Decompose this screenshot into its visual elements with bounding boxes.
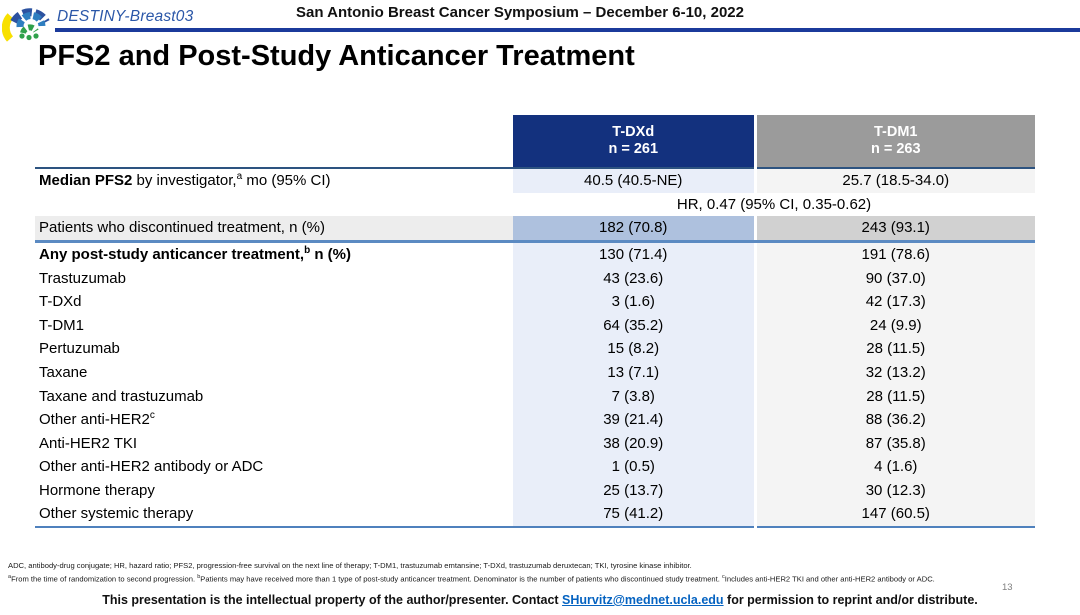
footer-statement: This presentation is the intellectual pr…: [102, 593, 978, 607]
table-row-taxane-trastuzumab: Taxane and trastuzumab 7 (3.8) 28 (11.5): [35, 384, 1035, 408]
header-tdxd-name: T-DXd: [612, 124, 655, 141]
header-tdm1: T-DM1 n = 263: [753, 115, 1035, 169]
header-empty-cell: [35, 115, 513, 169]
footnotes: ADC, antibody-drug conjugate; HR, hazard…: [8, 561, 1074, 585]
header-tdxd-n: n = 261: [608, 141, 659, 157]
banner-rule: [55, 28, 1080, 32]
table-row-pertuzumab: Pertuzumab 15 (8.2) 28 (11.5): [35, 337, 1035, 361]
table-row-any-post-study: Any post-study anticancer treatment,b n …: [35, 241, 1035, 267]
table-row-hazard-ratio: HR, 0.47 (95% CI, 0.35-0.62): [35, 192, 1035, 217]
table-row-median-pfs2: Median PFS2 by investigator,a mo (95% CI…: [35, 168, 1035, 193]
table-row-tdxd: T-DXd 3 (1.6) 42 (17.3): [35, 289, 1035, 314]
table-header-row: T-DXd n = 261 T-DM1 n = 263: [35, 115, 1035, 169]
footnote-notes: aFrom the time of randomization to secon…: [8, 573, 935, 584]
header-tdm1-n: n = 263: [870, 141, 921, 157]
table-row-hormone-therapy: Hormone therapy 25 (13.7) 30 (12.3): [35, 478, 1035, 503]
table-row-tdm1: T-DM1 64 (35.2) 24 (9.9): [35, 313, 1035, 338]
contact-email-link[interactable]: SHurvitz@mednet.ucla.edu: [562, 593, 724, 607]
table-row-trastuzumab: Trastuzumab 43 (23.6) 90 (37.0): [35, 266, 1035, 290]
program-name: DESTINY-Breast03: [57, 8, 194, 25]
table-row-other-anti-her2: Other anti-HER2c 39 (21.4) 88 (36.2): [35, 407, 1035, 432]
table-row-anti-her2-tki: Anti-HER2 TKI 38 (20.9) 87 (35.8): [35, 431, 1035, 456]
page-number: 13: [1002, 582, 1013, 593]
slide-title: PFS2 and Post-Study Anticancer Treatment: [38, 40, 635, 72]
conference-title: San Antonio Breast Cancer Symposium – De…: [296, 4, 744, 21]
hazard-ratio-value: HR, 0.47 (95% CI, 0.35-0.62): [513, 192, 1035, 217]
header-tdm1-name: T-DM1: [874, 124, 918, 141]
footnote-abbreviations: ADC, antibody-drug conjugate; HR, hazard…: [8, 561, 692, 570]
table-row-discontinued: Patients who discontinued treatment, n (…: [35, 216, 1035, 243]
table-row-other-systemic: Other systemic therapy 75 (41.2) 147 (60…: [35, 502, 1035, 528]
destiny-breast03-logo: [2, 8, 50, 42]
pfs2-treatment-table: T-DXd n = 261 T-DM1 n = 263 Median PFS2 …: [35, 115, 1035, 528]
header-tdxd: T-DXd n = 261: [513, 115, 755, 169]
table-row-other-anti-her2-antibody: Other anti-HER2 antibody or ADC 1 (0.5) …: [35, 455, 1035, 479]
table-row-taxane: Taxane 13 (7.1) 32 (13.2): [35, 360, 1035, 385]
